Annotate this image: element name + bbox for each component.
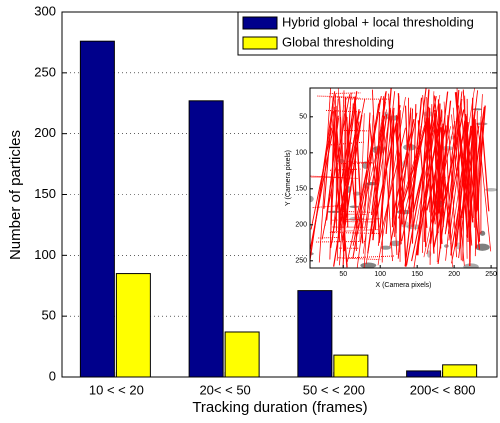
particle-blob xyxy=(463,263,478,270)
y-tick-label: 100 xyxy=(34,247,56,262)
y-tick-label: 100 xyxy=(295,150,307,157)
y-tick-label: 50 xyxy=(42,308,56,323)
y-tick-label: 50 xyxy=(299,114,307,121)
bar xyxy=(189,101,223,377)
particle-blob xyxy=(350,205,359,207)
bar xyxy=(225,332,259,377)
inset-image xyxy=(306,88,497,270)
legend-label: Global thresholding xyxy=(282,34,394,49)
legend-swatch xyxy=(243,17,277,29)
y-tick-label: 200 xyxy=(295,222,307,229)
x-tick-label: 20< < 50 xyxy=(199,382,250,397)
y-tick-label: 250 xyxy=(34,64,56,79)
bar xyxy=(443,365,477,377)
y-tick-label: 150 xyxy=(295,186,307,193)
legend-label: Hybrid global + local thresholding xyxy=(282,14,474,29)
legend-swatch xyxy=(243,37,277,49)
chart: Tracking duration (frames) Number of par… xyxy=(0,0,500,423)
x-tick-label: 100 xyxy=(374,271,386,278)
x-tick-label: 50 < < 200 xyxy=(303,382,365,397)
particle-blob xyxy=(360,262,376,268)
y-axis-label: Y (Camera pixels) xyxy=(285,150,292,206)
particle-blob xyxy=(475,244,490,251)
x-tick-label: 150 xyxy=(411,271,423,278)
x-tick-label: 50 xyxy=(339,271,347,278)
y-tick-label: 250 xyxy=(295,258,307,265)
bar xyxy=(298,291,332,377)
particle-blob xyxy=(472,108,482,110)
bar xyxy=(407,371,441,377)
y-tick-label: 200 xyxy=(34,125,56,140)
x-axis-label: Tracking duration (frames) xyxy=(192,399,367,416)
y-tick-label: 0 xyxy=(49,368,56,383)
y-axis-label: Number of particles xyxy=(7,130,24,260)
bar xyxy=(80,41,114,377)
y-tick-label: 300 xyxy=(34,3,56,18)
x-tick-label: 250 xyxy=(485,271,497,278)
bar xyxy=(116,274,150,377)
x-tick-label: 200 xyxy=(448,271,460,278)
x-axis-label: X (Camera pixels) xyxy=(375,282,431,289)
bar xyxy=(334,355,368,377)
y-tick-label: 150 xyxy=(34,186,56,201)
x-tick-label: 10 < < 20 xyxy=(89,382,144,397)
x-tick-label: 200< < 800 xyxy=(410,382,476,397)
particle-blob xyxy=(444,244,449,248)
